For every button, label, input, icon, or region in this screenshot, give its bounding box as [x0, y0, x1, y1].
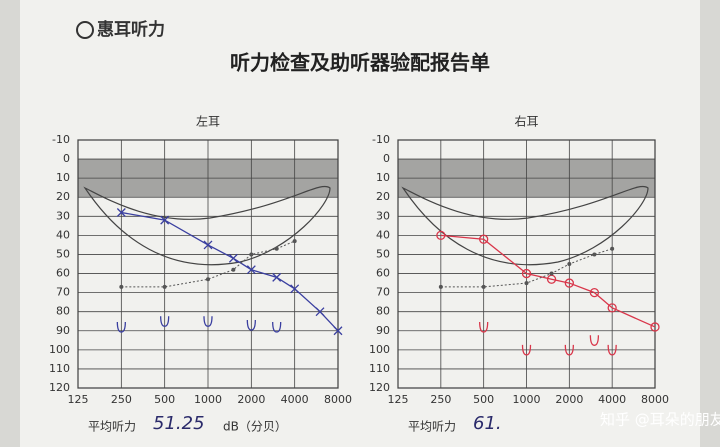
x-tick-label: 8000	[641, 393, 669, 406]
x-tick-label: 250	[430, 393, 451, 406]
marker	[564, 344, 574, 356]
x-tick-label: 1000	[194, 393, 222, 406]
y-tick-label: 100	[49, 343, 70, 356]
marker	[203, 240, 213, 250]
marker	[315, 307, 325, 317]
y-tick-label: 110	[49, 362, 70, 375]
marker	[274, 246, 279, 251]
chart-title: 右耳	[514, 114, 538, 129]
marker	[521, 344, 532, 356]
y-tick-label: 120	[49, 381, 70, 394]
y-tick-label: 30	[376, 209, 390, 222]
x-tick-label: 125	[68, 393, 89, 406]
y-tick-label: 0	[383, 152, 390, 165]
marker	[521, 268, 532, 279]
speech-banana	[401, 185, 649, 266]
y-tick-label: 40	[376, 228, 390, 241]
y-tick-label: 20	[56, 190, 70, 203]
marker	[290, 284, 300, 294]
marker	[292, 239, 297, 244]
y-tick-label: -10	[372, 133, 390, 146]
average-label: 平均听力	[408, 420, 456, 434]
y-tick-label: 30	[56, 209, 70, 222]
marker	[607, 303, 617, 313]
x-tick-label: 8000	[324, 393, 352, 406]
y-tick-label: 80	[56, 305, 70, 318]
y-tick-label: 90	[376, 324, 390, 337]
marker	[162, 284, 167, 289]
marker	[246, 265, 256, 275]
x-tick-label: 2000	[555, 393, 583, 406]
y-tick-label: 10	[376, 171, 390, 184]
y-tick-label: 90	[56, 324, 70, 337]
y-tick-label: 70	[376, 286, 390, 299]
brand: 惠耳听力	[97, 19, 165, 40]
logo	[76, 21, 94, 39]
y-tick-label: 50	[376, 247, 390, 260]
x-tick-label: 4000	[281, 393, 309, 406]
average-value: 51.25	[153, 413, 205, 434]
x-tick-label: 125	[388, 393, 409, 406]
marker	[160, 316, 170, 327]
speech-banana	[83, 185, 331, 266]
marker	[272, 321, 282, 333]
y-tick-label: 100	[369, 343, 390, 356]
y-tick-label: 60	[56, 267, 70, 280]
y-tick-label: 10	[56, 171, 70, 184]
x-tick-label: 500	[473, 393, 494, 406]
y-tick-label: 20	[376, 190, 390, 203]
x-tick-label: 4000	[598, 393, 626, 406]
y-tick-label: 70	[56, 286, 70, 299]
y-tick-label: 60	[376, 267, 390, 280]
y-tick-label: 40	[56, 228, 70, 241]
y-tick-label: -10	[52, 133, 70, 146]
paper	[20, 0, 700, 447]
marker	[206, 277, 210, 282]
marker	[231, 267, 236, 272]
marker	[438, 284, 443, 289]
y-tick-label: 80	[376, 305, 390, 318]
marker	[160, 215, 170, 225]
marker	[607, 344, 617, 356]
marker	[524, 281, 529, 286]
marker	[272, 272, 282, 282]
marker	[564, 278, 574, 288]
marker	[549, 271, 554, 276]
watermark: 知乎 @耳朵的朋友	[600, 411, 720, 429]
marker	[589, 335, 600, 346]
marker	[592, 252, 597, 257]
marker	[116, 321, 126, 333]
y-tick-label: 120	[369, 381, 390, 394]
marker	[479, 321, 489, 333]
marker	[249, 252, 254, 257]
marker	[333, 326, 343, 336]
marker	[203, 316, 213, 327]
marker	[481, 284, 486, 289]
report-title: 听力检查及助听器验配报告单	[230, 51, 490, 75]
average-value: 61.	[473, 413, 502, 434]
x-tick-label: 500	[154, 393, 175, 406]
marker	[246, 320, 256, 331]
marker	[479, 234, 489, 244]
y-tick-label: 50	[56, 247, 70, 260]
marker	[119, 284, 124, 289]
average-label: 平均听力	[88, 420, 136, 434]
y-tick-label: 110	[369, 362, 390, 375]
marker	[116, 208, 126, 217]
marker	[436, 230, 446, 241]
marker	[567, 262, 572, 266]
y-tick-label: 0	[63, 152, 70, 165]
marker	[228, 253, 238, 263]
marker	[610, 246, 615, 251]
marker	[650, 322, 660, 332]
x-tick-label: 2000	[237, 393, 265, 406]
x-tick-label: 250	[111, 393, 132, 406]
chart-title: 左耳	[196, 114, 220, 129]
x-tick-label: 1000	[513, 393, 541, 406]
unit: dB（分贝）	[223, 420, 287, 434]
marker	[589, 287, 600, 298]
